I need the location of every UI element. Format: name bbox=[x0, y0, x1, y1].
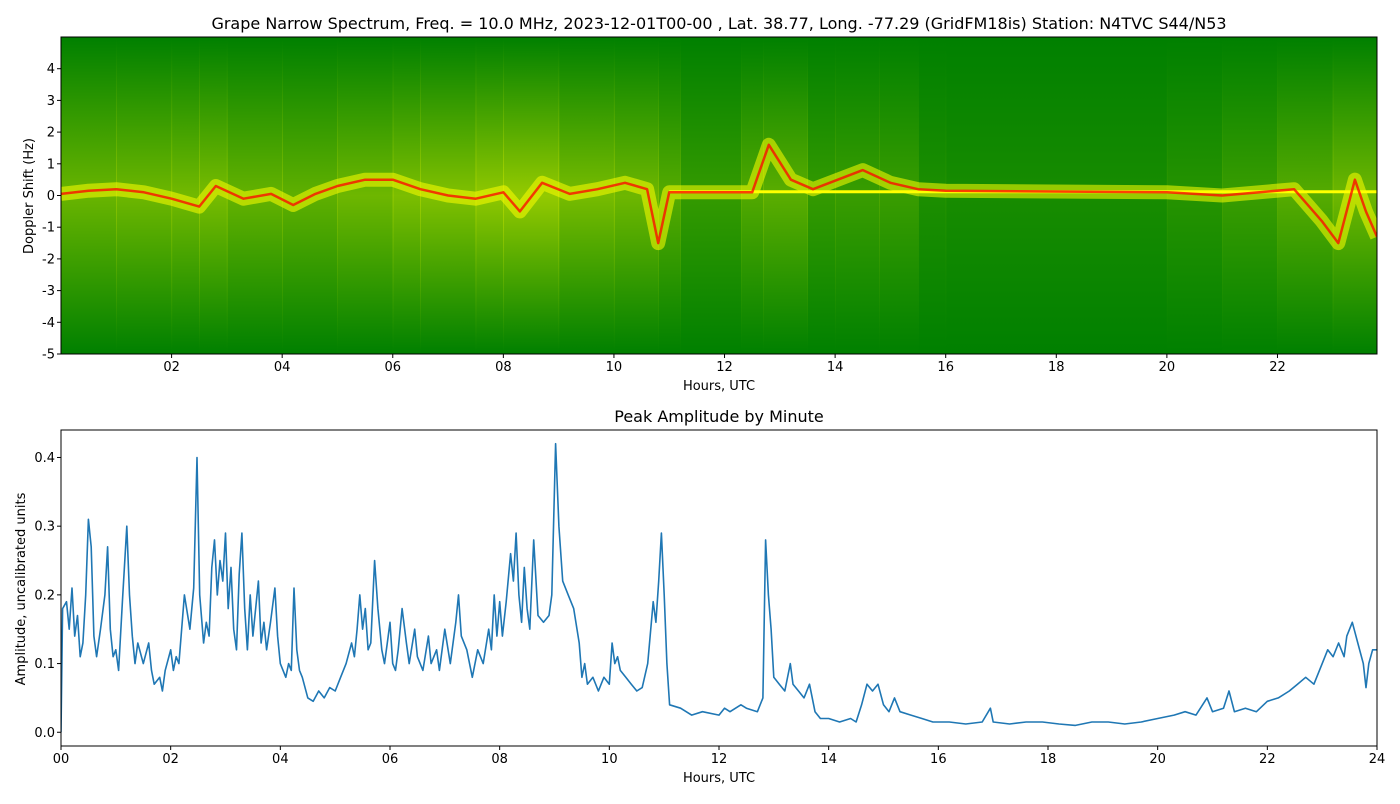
spectrogram-x-tick-label: 12 bbox=[716, 360, 733, 375]
spectrogram-carrier-layer bbox=[61, 137, 1377, 251]
amplitude-plot-area bbox=[61, 430, 1377, 746]
amplitude-x-tick-label: 06 bbox=[382, 752, 399, 767]
spectrogram-x-tick-label: 06 bbox=[384, 360, 401, 375]
amplitude-x-tick-label: 18 bbox=[1040, 752, 1057, 767]
amplitude-x-tick-label: 14 bbox=[820, 752, 837, 767]
spectrogram-x-tick-label: 08 bbox=[495, 360, 512, 375]
activity-band bbox=[392, 37, 421, 354]
spectrogram-y-tick-label: 1 bbox=[47, 157, 55, 172]
spectrogram-x-label: Hours, UTC bbox=[683, 379, 755, 394]
spectrogram-x-tick-label: 20 bbox=[1159, 360, 1176, 375]
spectrogram-x-tick-label: 14 bbox=[827, 360, 844, 375]
activity-band bbox=[879, 37, 919, 354]
spectrogram-x-tick-label: 04 bbox=[274, 360, 291, 375]
amplitude-y-axis: 0.0 0.1 0.2 0.3 0.4 bbox=[34, 451, 61, 741]
spectrogram-x-tick-label: 10 bbox=[606, 360, 623, 375]
spectrogram-y-tick-label: 3 bbox=[47, 94, 55, 109]
amplitude-x-tick-label: 22 bbox=[1259, 752, 1276, 767]
spectrogram-x-tick-label: 02 bbox=[163, 360, 180, 375]
amplitude-y-tick-label: 0.2 bbox=[34, 588, 55, 603]
spectrogram-x-tick-label: 22 bbox=[1269, 360, 1286, 375]
amplitude-series-line bbox=[61, 442, 1377, 733]
spectrogram-y-tick-label: 2 bbox=[47, 126, 55, 141]
spectrogram-y-tick-label: -1 bbox=[42, 221, 55, 236]
spectrogram-y-axis: 4 3 2 1 0 -1 -2 -3 -4 -5 bbox=[42, 62, 61, 363]
amplitude-y-label: Amplitude, uncalibrated units bbox=[14, 492, 29, 685]
amplitude-x-axis: 00 02 04 06 08 10 12 14 16 18 20 22 24 bbox=[53, 746, 1386, 767]
spectrogram-y-tick-label: 0 bbox=[47, 189, 55, 204]
spectrogram-x-axis: 02 04 06 08 10 12 14 16 18 20 22 bbox=[163, 354, 1286, 375]
amplitude-y-tick-label: 0.1 bbox=[34, 657, 55, 672]
spectrogram-title: Grape Narrow Spectrum, Freq. = 10.0 MHz,… bbox=[211, 14, 1226, 33]
amplitude-y-tick-label: 0.3 bbox=[34, 520, 55, 535]
amplitude-x-tick-label: 20 bbox=[1149, 752, 1166, 767]
activity-band bbox=[337, 37, 394, 354]
spectrogram-plot-area bbox=[61, 37, 1377, 354]
spectrogram-y-tick-label: -5 bbox=[42, 348, 55, 363]
spectrogram-y-tick-label: -2 bbox=[42, 252, 55, 267]
amplitude-y-tick-label: 0.0 bbox=[34, 726, 55, 741]
spectrogram-y-label: Doppler Shift (Hz) bbox=[22, 138, 37, 254]
activity-band bbox=[835, 37, 880, 354]
amplitude-x-tick-label: 00 bbox=[53, 752, 70, 767]
spectrogram-y-tick-label: -3 bbox=[42, 284, 55, 299]
amplitude-x-tick-label: 12 bbox=[711, 752, 728, 767]
activity-band bbox=[763, 37, 808, 354]
amplitude-x-tick-label: 02 bbox=[162, 752, 179, 767]
spectrogram-y-tick-label: -4 bbox=[42, 316, 55, 331]
spectrogram-x-tick-label: 18 bbox=[1048, 360, 1065, 375]
amplitude-y-tick-label: 0.4 bbox=[34, 451, 55, 466]
amplitude-x-tick-label: 10 bbox=[601, 752, 618, 767]
spectrogram-x-tick-label: 16 bbox=[937, 360, 954, 375]
amplitude-x-tick-label: 08 bbox=[491, 752, 508, 767]
amplitude-x-label: Hours, UTC bbox=[683, 771, 755, 786]
amplitude-title: Peak Amplitude by Minute bbox=[614, 407, 824, 426]
amplitude-x-tick-label: 16 bbox=[930, 752, 947, 767]
amplitude-x-tick-label: 24 bbox=[1369, 752, 1386, 767]
amplitude-x-tick-label: 04 bbox=[272, 752, 289, 767]
spectrogram-y-tick-label: 4 bbox=[47, 62, 55, 77]
doppler-trace-core bbox=[61, 143, 1377, 245]
